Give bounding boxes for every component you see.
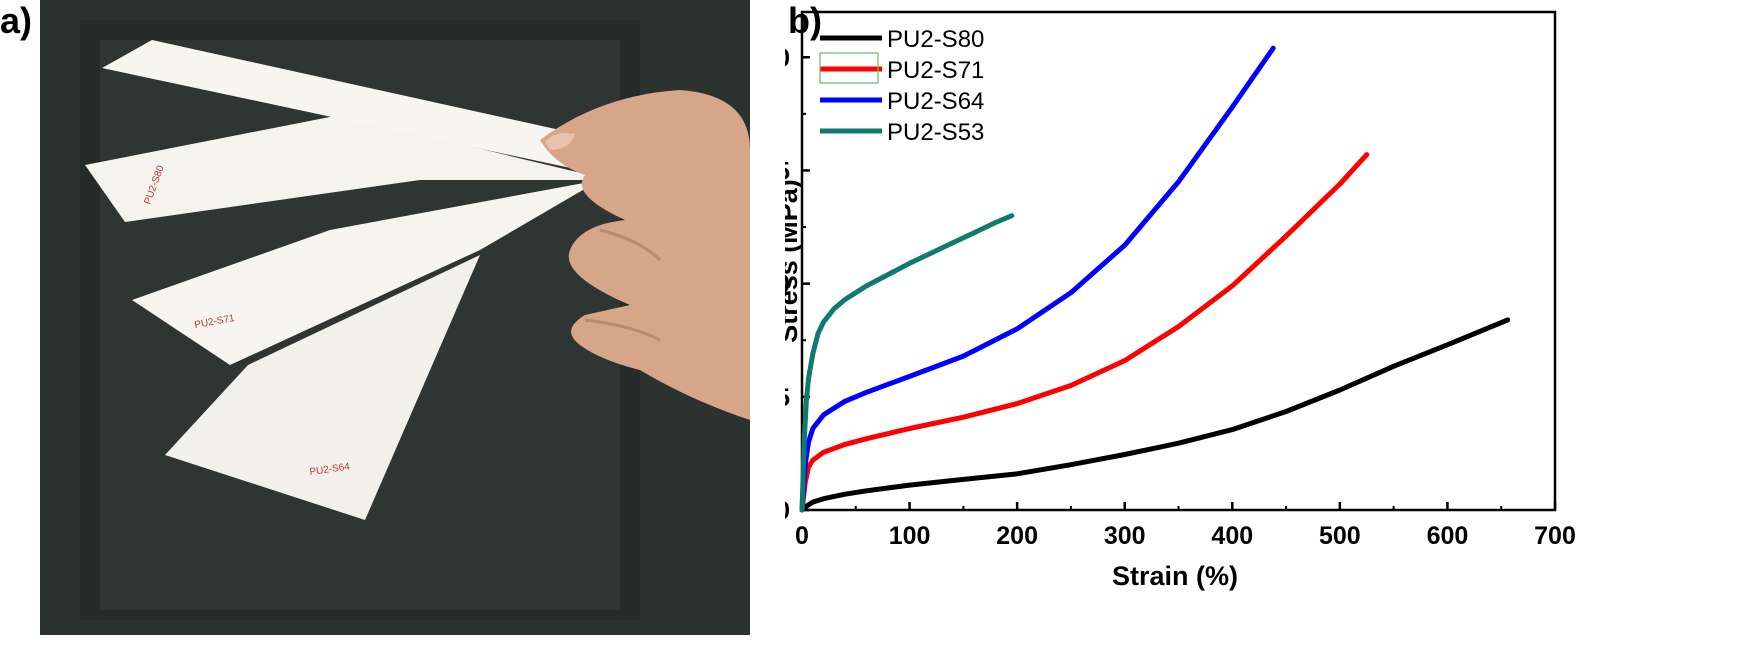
sheet-second [85,115,610,222]
hand-icon [540,90,750,420]
y-tick-label: 10 [785,271,790,299]
sheet-bottom [165,255,480,520]
stress-strain-chart: 010020030040050060070005101520 PU2-S80PU… [785,10,1576,591]
x-tick-label: 700 [1534,522,1576,550]
x-tick-label: 200 [996,522,1038,550]
x-tick-label: 500 [1319,522,1361,550]
hand-knuckle-shade [599,228,662,262]
series-group [799,45,1511,513]
hand-thumb-nail [545,133,575,150]
legend-selection-box [819,52,879,84]
series-line-pu2-s80 [799,317,1511,513]
sheet-top [102,40,630,190]
series-line-pu2-s64 [799,45,1276,513]
x-tick-label: 400 [1211,522,1253,550]
x-tick-label: 600 [1427,522,1469,550]
y-tick-label: 20 [785,44,790,72]
x-tick-label: 0 [795,522,809,550]
series-line-pu2-s71 [799,152,1370,513]
series-line-pu2-s53 [799,213,1015,513]
x-axis-label: Strain (%) [1112,561,1238,591]
y-tick-label: 0 [785,497,790,525]
legend-label: PU2-S64 [887,88,984,115]
legend-label: PU2-S80 [887,26,984,53]
legend-group: PU2-S80 PU2-S71 PU2-S64 PU2-S53 [819,26,984,146]
x-tick-label: 300 [1104,522,1146,550]
panel-b-label: b) [788,0,822,41]
y-axis-label: Stress (MPa) [785,179,803,343]
sheet-third [132,180,600,365]
y-tick-label: 5 [785,384,790,412]
x-tick-label: 100 [889,522,931,550]
legend-label: PU2-S53 [887,119,984,146]
photo-hand-holding-sheets: PU2-S80 PU2-S71 PU2-S64 [40,0,750,635]
y-tick-label: 15 [785,157,790,185]
legend-label: PU2-S71 [887,57,984,84]
panel-a-label: a) [0,0,33,41]
ticks-group: 0 100 200 300 400 500 600 700 0 5 10 15 20 [785,44,1576,550]
hand-finger-shade [584,318,661,342]
